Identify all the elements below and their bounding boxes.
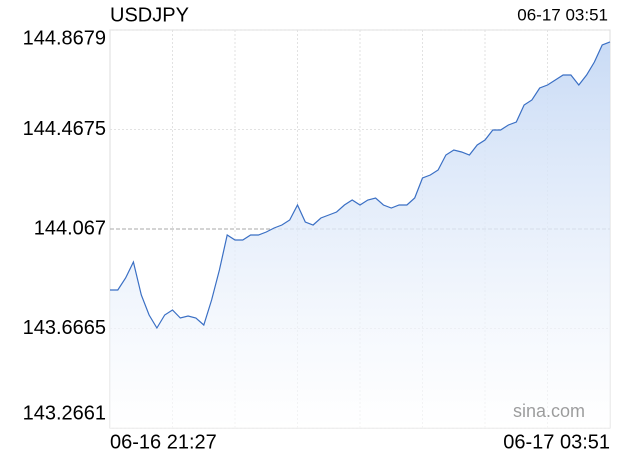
y-tick-label: 144.8679 — [23, 27, 106, 49]
timestamp: 06-17 03:51 — [517, 5, 608, 24]
area — [110, 41, 610, 429]
x-tick-label: 06-17 03:51 — [503, 431, 610, 453]
y-tick-label: 143.2661 — [23, 402, 106, 424]
y-tick-label: 144.067 — [34, 217, 106, 239]
price-line — [110, 41, 611, 330]
x-tick-label: 06-16 21:27 — [110, 431, 217, 453]
y-tick-label: 144.4675 — [23, 118, 106, 140]
y-tick-label: 143.6665 — [23, 317, 106, 339]
chart-title: USDJPY — [110, 4, 189, 26]
